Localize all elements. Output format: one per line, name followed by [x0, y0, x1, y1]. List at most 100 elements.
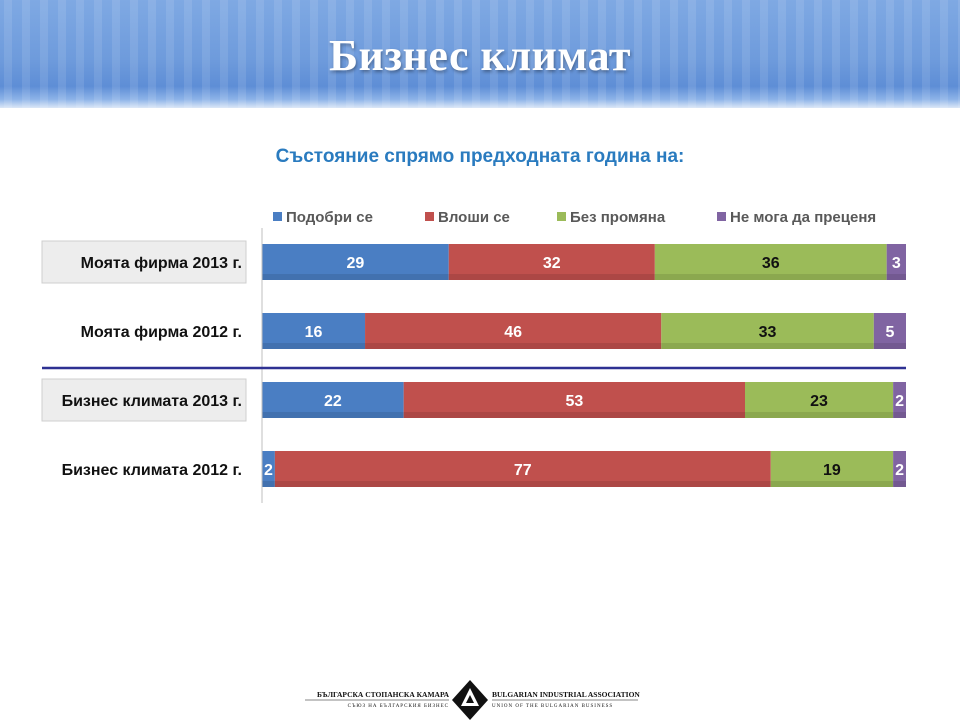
category-label: Моята фирма 2012 г. [81, 324, 242, 341]
chart-legend: Подобри се Влоши се Без промяна Не мога да … [273, 209, 876, 226]
data-label: 2 [264, 462, 273, 479]
bar-shade [654, 274, 887, 280]
data-label: 3 [892, 255, 901, 272]
bar-shade [893, 412, 906, 418]
header-stripe [598, 0, 606, 108]
legend-swatch [557, 212, 566, 221]
header-stripe [292, 0, 300, 108]
bar-shade [262, 274, 449, 280]
header-stripe [202, 0, 210, 108]
legend-label: Подобри се [286, 209, 373, 226]
legend-swatch [425, 212, 434, 221]
header-stripe [634, 0, 642, 108]
header-stripe [112, 0, 120, 108]
header-stripe [958, 0, 960, 108]
bar-shade [262, 481, 275, 487]
bar-segment-1 [262, 451, 275, 487]
bar-shade [365, 343, 662, 349]
data-label: 33 [759, 324, 777, 341]
header-stripe [364, 0, 372, 108]
category-labels: Моята фирма 2013 г. Моята фирма 2012 г. Би… [41, 240, 247, 479]
data-label: 23 [810, 393, 828, 410]
bar-segment-4 [886, 244, 906, 280]
bar-segment-1 [262, 382, 404, 418]
header-stripe [778, 0, 786, 108]
data-label: 22 [324, 393, 342, 410]
header-stripe [220, 0, 228, 108]
header-stripe [652, 0, 660, 108]
header-stripe [346, 0, 354, 108]
header-stripe [922, 0, 930, 108]
legend-swatch [273, 212, 282, 221]
slide-title: Бизнес климат [328, 31, 632, 80]
header-stripe [490, 0, 498, 108]
header-stripe [760, 0, 768, 108]
bar-segment-2 [448, 244, 655, 280]
header-stripe [274, 0, 282, 108]
bar-shade [886, 274, 906, 280]
header-stripe [58, 0, 66, 108]
bar-segment-4 [873, 313, 906, 349]
bar-segment-4 [893, 451, 906, 487]
bar-segment-2 [403, 382, 745, 418]
bar-shade [745, 412, 894, 418]
bar-shade [873, 343, 906, 349]
bar-shade [262, 343, 366, 349]
header-stripe [472, 0, 480, 108]
bar-shade [403, 412, 745, 418]
legend-label: Без промяна [570, 209, 666, 226]
data-label: 46 [504, 324, 522, 341]
bar-segment-3 [654, 244, 887, 280]
bar-shade [770, 481, 894, 487]
slide-header [0, 0, 960, 108]
bar-segment-3 [770, 451, 894, 487]
header-stripe [436, 0, 444, 108]
header-stripe [148, 0, 156, 108]
category-label: Бизнес климата 2013 г. [62, 393, 242, 410]
header-stripe [544, 0, 552, 108]
header-stripe [940, 0, 948, 108]
bar-shade [893, 481, 906, 487]
header-stripe [580, 0, 588, 108]
data-label: 2 [895, 393, 904, 410]
header-stripe [886, 0, 894, 108]
header-stripe [382, 0, 390, 108]
header-stripe [724, 0, 732, 108]
data-label: 16 [305, 324, 323, 341]
data-label: 2 [895, 462, 904, 479]
category-label-box [41, 378, 247, 422]
header-stripe [832, 0, 840, 108]
header-stripe [238, 0, 246, 108]
bar-shade [262, 412, 404, 418]
bar-segment-1 [262, 244, 449, 280]
data-label: 53 [565, 393, 583, 410]
header-stripe [868, 0, 876, 108]
header-stripe [706, 0, 714, 108]
category-label: Бизнес климата 2012 г. [62, 462, 242, 479]
header-stripe [328, 0, 336, 108]
header-stripe [40, 0, 48, 108]
header-stripe [76, 0, 84, 108]
data-label: 19 [823, 462, 841, 479]
data-label: 32 [543, 255, 561, 272]
data-label: 77 [514, 462, 532, 479]
header-stripe [130, 0, 138, 108]
header-stripe [418, 0, 426, 108]
header-stripe [904, 0, 912, 108]
bar-segment-4 [893, 382, 906, 418]
header-stripe [4, 0, 12, 108]
header-stripe [814, 0, 822, 108]
legend-swatch [717, 212, 726, 221]
header-stripe [94, 0, 102, 108]
bar-segment-3 [745, 382, 894, 418]
data-label: 36 [762, 255, 780, 272]
legend-label: Не мога да преценя [730, 209, 876, 226]
header-stripe [256, 0, 264, 108]
header-stripe [166, 0, 174, 108]
header-stripe [670, 0, 678, 108]
header-stripe [526, 0, 534, 108]
data-label: 5 [885, 324, 894, 341]
header-stripe [796, 0, 804, 108]
header-stripe [508, 0, 516, 108]
